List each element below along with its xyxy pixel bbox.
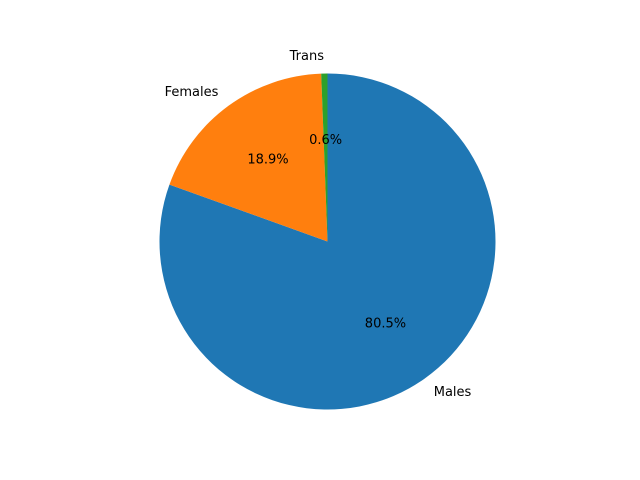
pie-slice-females [169,73,328,242]
slice-label-females: Females [165,85,219,100]
pie-labels: Males 80.5% Females 18.9% Trans 0.6% [165,49,472,400]
pct-label-males: 80.5% [365,316,406,331]
pct-label-females: 18.9% [247,153,288,168]
pie-slice-trans [321,73,328,242]
pie-slices [159,73,496,410]
slice-label-males: Males [434,385,472,400]
slice-label-trans: Trans [289,49,325,64]
pct-label-trans: 0.6% [309,133,342,148]
